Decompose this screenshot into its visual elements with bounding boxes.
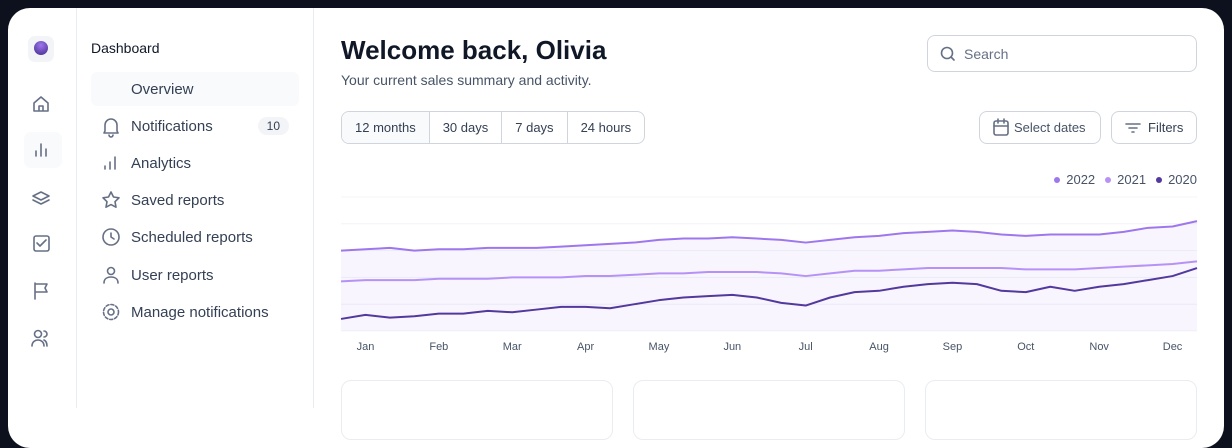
stat-card bbox=[633, 380, 905, 440]
nav-label: Scheduled reports bbox=[131, 229, 253, 247]
nav-label: Saved reports bbox=[131, 192, 225, 210]
page: Dashboard Overview Notifications 10 Analyti… bbox=[8, 8, 1224, 448]
tab-group: 12 months 30 days 7 days 24 hours bbox=[341, 111, 646, 144]
legend-item: 2020 bbox=[1156, 172, 1197, 187]
x-tick-label: Nov bbox=[1089, 341, 1109, 353]
nav-item[interactable]: User reports bbox=[91, 258, 299, 292]
nav-label: Manage notifications bbox=[131, 303, 269, 321]
legend-dot bbox=[1054, 176, 1061, 183]
nav-item[interactable]: Analytics bbox=[91, 146, 299, 180]
select-dates-label: Select dates bbox=[1014, 120, 1086, 135]
home-icon[interactable] bbox=[33, 96, 49, 112]
tab[interactable]: 7 days bbox=[502, 112, 568, 143]
nav-item[interactable]: Manage notifications bbox=[91, 295, 299, 329]
search-placeholder: Search bbox=[964, 45, 1009, 62]
nav-label: Analytics bbox=[131, 154, 192, 172]
stat-card bbox=[341, 380, 613, 440]
legend-dot bbox=[1156, 176, 1163, 183]
x-tick-label: Jul bbox=[799, 341, 813, 353]
line bbox=[340, 260, 1198, 283]
layers-icon[interactable] bbox=[32, 191, 50, 205]
page-subtitle: Your current sales summary and activity. bbox=[341, 72, 592, 88]
x-tick-label: Aug bbox=[869, 341, 889, 353]
legend-item: 2022 bbox=[1054, 172, 1095, 187]
select-dates-button[interactable]: Select dates bbox=[979, 111, 1101, 144]
x-tick-label: Feb bbox=[429, 341, 448, 353]
nav-item[interactable]: Scheduled reports bbox=[91, 221, 299, 255]
legend-item: 2021 bbox=[1105, 172, 1146, 187]
tab[interactable]: 12 months bbox=[342, 112, 430, 143]
tab[interactable]: 24 hours bbox=[580, 120, 632, 135]
tab[interactable]: 30 days bbox=[430, 112, 503, 143]
x-tick-label: Mar bbox=[503, 341, 522, 353]
filters-button[interactable]: Filters bbox=[1111, 111, 1197, 144]
legend-label: 2021 bbox=[1117, 172, 1147, 187]
x-tick-label: Jan bbox=[357, 341, 375, 353]
legend-dot bbox=[1105, 176, 1112, 183]
nav-item[interactable]: Overview bbox=[91, 72, 299, 106]
x-tick-label: Sep bbox=[943, 341, 963, 353]
search-icon bbox=[940, 46, 955, 61]
nav-label: Notifications bbox=[131, 117, 213, 135]
sidebar-title: Dashboard bbox=[91, 40, 160, 56]
users-icon[interactable] bbox=[33, 329, 43, 339]
nav-label: Overview bbox=[131, 80, 194, 98]
area bbox=[341, 221, 1197, 331]
flag-icon[interactable] bbox=[34, 282, 48, 300]
x-tick-label: Jun bbox=[723, 341, 741, 353]
line bbox=[340, 267, 1198, 320]
legend-label: 2020 bbox=[1168, 172, 1197, 187]
x-tick-label: Apr bbox=[577, 341, 594, 353]
logo-mark bbox=[34, 41, 48, 55]
rail-active bbox=[24, 132, 62, 168]
filter-icon bbox=[1125, 122, 1141, 133]
search-box[interactable]: Search bbox=[927, 35, 1197, 72]
sidebar-divider bbox=[313, 8, 314, 408]
chart-icon[interactable] bbox=[35, 143, 47, 157]
x-tick-label: Oct bbox=[1017, 341, 1034, 353]
nav-item[interactable]: Notifications 10 bbox=[91, 109, 299, 143]
stat-card bbox=[925, 380, 1197, 440]
rail-divider bbox=[76, 8, 77, 408]
nav-item[interactable]: Saved reports bbox=[91, 184, 299, 218]
calendar-icon bbox=[993, 117, 1009, 136]
nav-badge: 10 bbox=[257, 117, 289, 136]
line bbox=[340, 220, 1198, 252]
nav-label: User reports bbox=[131, 266, 214, 284]
chart: Jan Feb Mar Apr May Jun Jul Aug Sep Oct Nov Dec bbox=[340, 196, 1198, 353]
legend: 2022 2021 2020 bbox=[1054, 172, 1197, 187]
legend-label: 2022 bbox=[1066, 172, 1096, 187]
x-tick-label: May bbox=[649, 341, 670, 353]
filters-label: Filters bbox=[1148, 120, 1184, 135]
x-tick-label: Dec bbox=[1163, 341, 1183, 353]
page-title: Welcome back, Olivia bbox=[341, 35, 607, 65]
check-icon[interactable] bbox=[33, 235, 50, 252]
